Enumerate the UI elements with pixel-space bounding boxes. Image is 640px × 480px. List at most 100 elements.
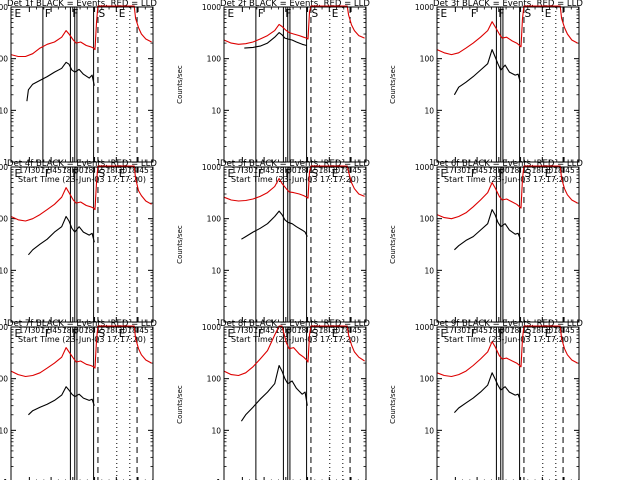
marker-letter: E [227,328,234,340]
marker-letter: S [98,8,105,20]
panel-6: Det 6f BLACK = Events, RED = LLD Counts/s… [389,159,583,344]
y-tick-label: 1 [216,478,221,480]
y-tick-label: 1 [429,318,434,327]
panel-7: Det 7f BLACK = Events, RED = LLDCounts/s… [0,319,157,480]
marker-letter: E [119,8,126,20]
y-axis-label: Counts/sec [176,385,184,424]
panel-title: Det 4f BLACK = Events, RED = LLD [7,159,157,169]
y-tick-label: 10 [0,266,8,275]
marker-letter: F [285,168,291,180]
y-tick-label: 1 [216,318,221,327]
marker-letter: S [311,328,318,340]
y-tick-label: 1000 [0,3,8,12]
y-axis-label: Counts/sec [389,385,397,424]
marker-letter: F [72,8,78,20]
y-tick-label: 10 [424,266,434,275]
marker-letter: E [440,168,447,180]
plot-frame [223,166,367,323]
marker-letter: E [227,168,234,180]
marker-letter: E [332,328,339,340]
y-tick-label: 1 [3,158,8,167]
marker-letter: S [524,168,531,180]
y-tick-label: 10 [211,426,221,435]
y-tick-label: 100 [207,55,222,64]
y-tick-label: 1000 [415,163,434,172]
y-tick-label: 100 [0,55,8,64]
y-tick-label: 1000 [415,3,434,12]
plot-frame [10,326,154,480]
events-series-line [454,209,521,251]
panel-title: Det 9f BLACK = Events, RED = LLD [433,319,583,329]
lld-series-line [436,5,578,56]
lld-series-line [436,325,578,378]
marker-letter: E [14,8,21,20]
marker-letter: E [119,328,126,340]
y-tick-label: 10 [211,266,221,275]
plot-frame [10,6,154,163]
marker-letter: F [72,168,78,180]
y-tick-label: 1000 [415,323,434,332]
events-series-line [240,364,308,422]
lld-series-line [223,325,365,377]
y-tick-label: 1 [216,158,221,167]
lld-series-line [223,165,365,202]
x-axis-label: Start Time (23-Jun-03 17:17:20) [18,335,146,344]
x-axis-label: Start Time (23-Jun-03 17:17:20) [18,175,146,184]
marker-letter: F [498,328,504,340]
marker-letter: E [440,8,447,20]
y-tick-label: 1000 [0,323,8,332]
y-axis-label: Counts/sec [176,65,184,104]
y-tick-label: 100 [0,375,8,384]
panel-3: Det 3f BLACK = Events, RED = LLD Counts/s… [389,0,583,184]
marker-letter: E [14,328,21,340]
y-axis-label: Counts/sec [389,225,397,264]
panel-title: Det 8f BLACK = Events, RED = LLD [220,319,370,329]
marker-letter: F [285,328,291,340]
marker-letter: S [311,168,318,180]
y-tick-label: 10 [424,106,434,115]
events-series-line [453,49,521,96]
y-tick-label: 100 [0,215,8,224]
events-series-line [27,215,95,256]
marker-letter: E [332,168,339,180]
lld-series-line [10,165,152,222]
marker-letter: F [498,168,504,180]
y-tick-label: 10 [424,426,434,435]
x-axis-label: Start Time (23-Jun-03 17:17:20) [231,335,359,344]
panel-4: Det 4f BLACK = Events, RED = LLDCounts/s… [0,159,157,344]
events-series-line [244,32,307,49]
marker-letter: F [258,168,264,180]
y-tick-label: 1000 [202,3,221,12]
y-tick-label: 100 [207,375,222,384]
panel-title: Det 3f BLACK = Events, RED = LLD [433,0,583,9]
marker-letter: F [45,168,51,180]
marker-letter: E [227,8,234,20]
y-tick-label: 100 [420,215,435,224]
panel-1: Det 1f BLACK = Events, RED = LLDCounts/s… [0,0,157,184]
x-axis-label: Start Time (23-Jun-03 17:17:20) [444,175,572,184]
plot-frame [223,6,367,163]
marker-letter: S [524,8,531,20]
marker-letter: F [471,8,477,20]
marker-letter: E [545,168,552,180]
events-series-line [28,386,95,416]
marker-letter: F [45,328,51,340]
panel-9: Det 9f BLACK = Events, RED = LLD Counts/s… [389,319,583,480]
marker-letter: S [98,168,105,180]
panel-title: Det 2f BLACK = Events, RED = LLD [220,0,370,9]
y-tick-label: 100 [420,55,435,64]
plot-frame [436,6,580,163]
plot-frame [436,166,580,323]
panel-title: Det 1f BLACK = Events, RED = LLD [7,0,157,9]
events-series-line [453,372,521,413]
lld-series-line [223,5,365,45]
marker-letter: E [332,8,339,20]
y-tick-label: 1 [3,478,8,480]
marker-letter: F [45,8,51,20]
panel-title: Det 6f BLACK = Events, RED = LLD [433,159,583,169]
plot-frame [10,166,154,323]
lld-series-line [10,325,152,378]
marker-letter: E [545,8,552,20]
y-tick-label: 1000 [202,323,221,332]
